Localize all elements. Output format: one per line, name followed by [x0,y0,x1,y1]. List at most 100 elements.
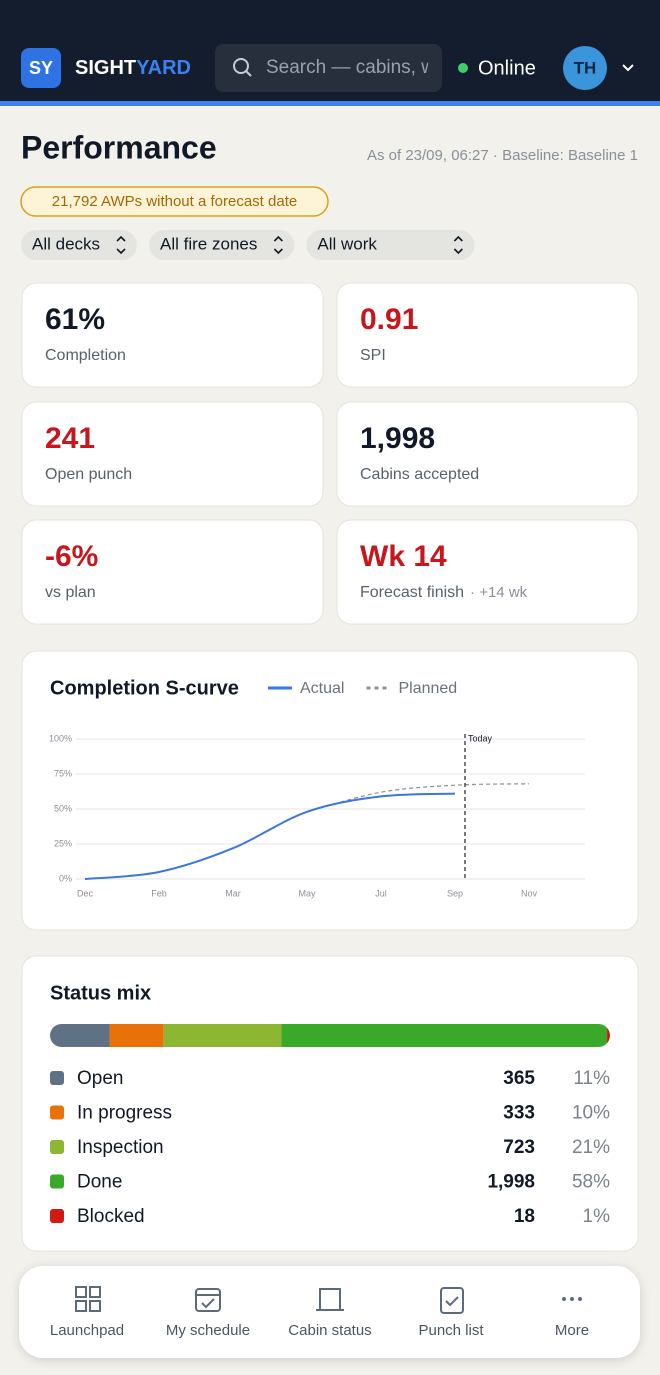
search-icon [233,58,249,74]
y-tick-label: 25% [54,838,72,848]
kpi-label: Completion [45,347,126,364]
brand-part: SIGHT [75,57,136,79]
avatar[interactable] [563,46,607,90]
icon [445,1296,459,1307]
status-label: Open [77,1068,123,1089]
nav-icons [75,1286,582,1314]
status-share: 10% [572,1103,610,1124]
kpi-card [336,401,639,507]
status-label: In progress [77,1103,172,1124]
icon [440,1287,464,1314]
icon [316,1288,344,1311]
filter-chevron [273,235,283,255]
filter-pill[interactable] [149,230,295,260]
bar-segment [163,1024,282,1047]
icon [578,1297,582,1301]
status-share: 58% [572,1172,610,1193]
nav-label[interactable]: Cabin status [288,1322,371,1339]
status-label: Done [77,1172,122,1193]
logo[interactable] [21,48,61,88]
bar-segment [50,1024,110,1047]
x-tick-label: Feb [151,888,167,898]
top-bar-accent [0,101,660,106]
kpi-label: Open punch [45,466,132,483]
status-label: Blocked [77,1206,145,1227]
icon [201,1298,215,1309]
legend-swatch [50,1071,64,1085]
legend-label: Planned [398,680,457,697]
kpi-label: Cabins accepted [360,466,479,483]
account-chevron[interactable] [622,64,634,72]
logo-text: SY [29,58,53,78]
filter-pill[interactable] [21,230,138,260]
x-tick-label: Jul [375,888,387,898]
series-line [306,783,530,813]
page-title: Performance [21,129,217,165]
x-tick-label: Mar [225,888,241,898]
kpi-note: · +14 wk [470,584,528,601]
kpi-card [21,401,324,507]
status-share: 11% [573,1068,610,1089]
x-tick-label: Nov [521,888,538,898]
filter-chevron [116,235,126,255]
bar-segment [607,1024,610,1047]
icon [195,1288,221,1312]
search-box[interactable] [215,44,442,92]
icon [89,1286,101,1298]
avatar-text: TH [574,58,597,77]
kpi-card [336,519,639,625]
alert-text: 21,792 AWPs without a forecast date [52,193,297,210]
filter-label: All fire zones [160,234,257,253]
kpi-label: Forecast finish [360,584,464,601]
legend-swatch [50,1105,64,1120]
icon [75,1300,87,1312]
legend-label: Actual [300,680,344,697]
status-share: 21% [572,1137,610,1158]
today-label: Today [468,733,493,743]
brand: SIGHTYARD [75,57,191,79]
legend-swatch [50,1174,64,1189]
kpi-value: 61% [45,303,105,336]
chart-title: Completion S-curve [50,677,239,699]
legend-swatch [50,1209,64,1223]
x-tick-label: Sep [447,888,463,898]
nav-label[interactable]: My schedule [166,1322,250,1339]
page-meta: As of 23/09, 06:27 · Baseline: Baseline … [367,147,638,164]
bar-segment [109,1024,164,1047]
filter-label: All decks [32,234,100,253]
filter-chevron [453,235,463,255]
series-line [84,792,456,880]
bar-segment [281,1024,608,1047]
kpi-value: 1,998 [360,422,435,455]
icon [570,1297,574,1301]
chart-title: Status mix [50,982,151,1004]
status-dot [458,63,468,73]
filter-label: All work [317,234,377,253]
icon [89,1300,101,1312]
status-count: 365 [503,1068,535,1089]
status-count: 18 [514,1206,535,1227]
nav-label[interactable]: Launchpad [50,1322,124,1339]
y-tick-label: 50% [54,803,72,813]
icon [562,1297,566,1301]
kpi-value: 241 [45,422,95,455]
chart-card [21,650,639,931]
icon [75,1286,87,1298]
kpi-label: vs plan [45,584,96,601]
search-icon [245,70,252,77]
nav-label[interactable]: More [555,1322,589,1339]
alert-badge[interactable] [20,186,329,217]
kpi-card [336,282,639,388]
nav-label[interactable]: Punch list [418,1322,484,1339]
status-label: Inspection [77,1137,164,1158]
search-placeholder: Search — cabins, w [266,57,435,78]
filter-pill[interactable] [306,230,475,260]
status-count: 333 [503,1103,535,1124]
kpi-value: Wk 14 [360,540,447,573]
legend-swatch [50,1140,64,1154]
x-tick-label: Dec [77,888,94,898]
bottom-nav [19,1266,640,1358]
brand-part: YARD [136,57,191,79]
